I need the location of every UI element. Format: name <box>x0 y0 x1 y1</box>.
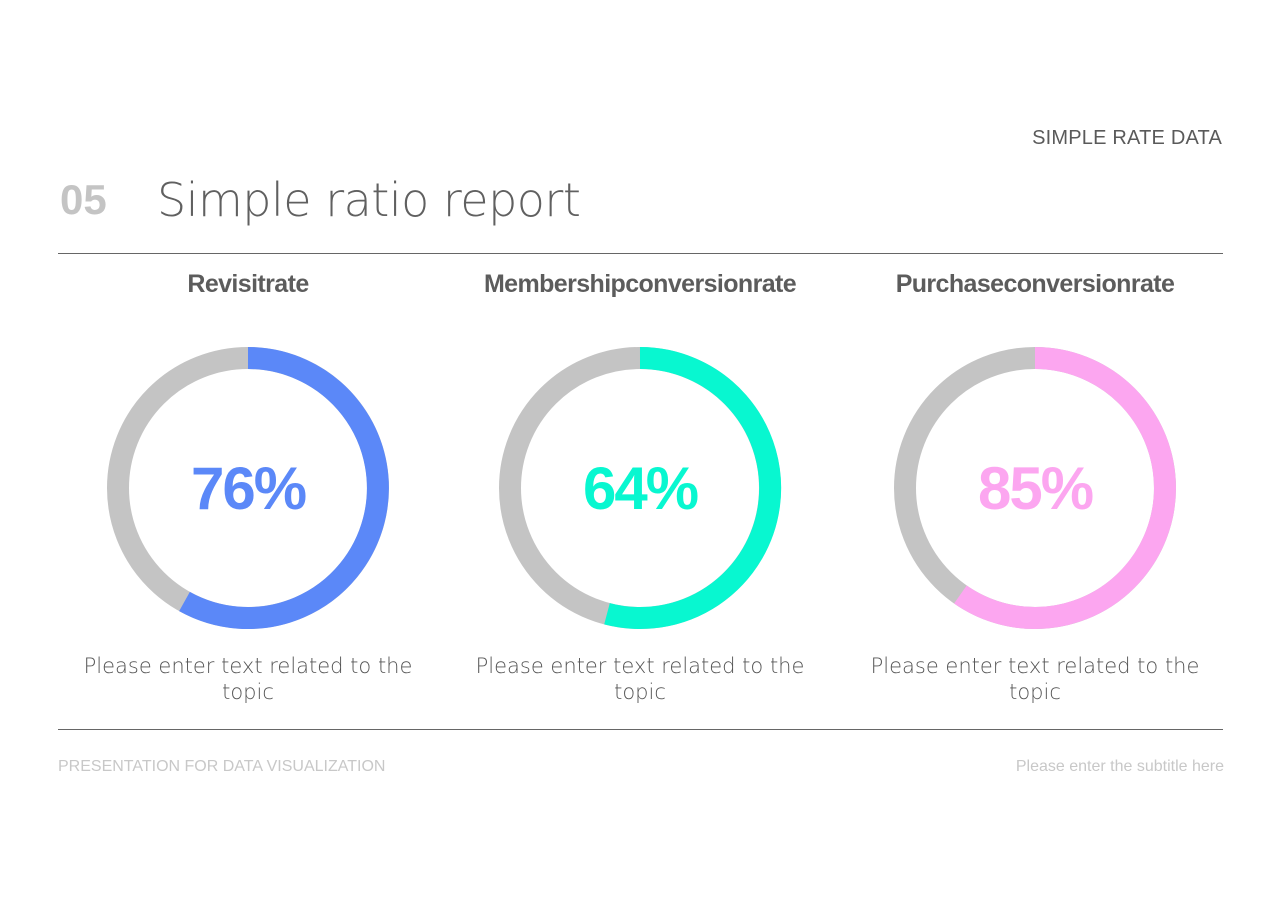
chart-description: Please enter text related to the topic <box>475 654 805 704</box>
page-title: Simple ratio report <box>157 173 581 227</box>
donut-chart: 76% <box>106 346 390 630</box>
percent-value: 85% <box>977 455 1094 522</box>
bottom-divider <box>58 729 1223 730</box>
donut-arc <box>954 347 1176 629</box>
footer-subtitle: Please enter the subtitle here <box>1015 758 1224 775</box>
chart-description: Please enter text related to the topic <box>870 654 1200 704</box>
donut-chart: 64% <box>498 346 782 630</box>
donut-arc <box>179 347 389 629</box>
chart-card-revisit: Revisitrate 76% Please enter text relate… <box>78 270 418 705</box>
donut-svg <box>894 347 1176 629</box>
header-tag: SIMPLE RATE DATA <box>1032 127 1222 149</box>
percent-value: 76% <box>190 455 307 522</box>
chart-card-purchase: Purchaseconversionrate 85% Please enter … <box>865 270 1205 705</box>
donut-arc <box>604 347 782 629</box>
chart-title: Membershipconversionrate <box>483 270 797 298</box>
section-number: 05 <box>60 176 107 223</box>
chart-description: Please enter text related to the topic <box>83 654 413 704</box>
chart-card-membership: Membershipconversionrate 64% Please ente… <box>470 270 810 705</box>
donut-chart: 85% <box>893 346 1177 630</box>
percent-value: 64% <box>582 455 699 522</box>
chart-title: Revisitrate <box>187 270 309 298</box>
donut-svg <box>499 347 782 629</box>
footer-left-text: PRESENTATION FOR DATA VISUALIZATION <box>58 758 386 775</box>
donut-svg <box>107 347 389 629</box>
chart-title: Purchaseconversionrate <box>895 270 1175 298</box>
top-divider <box>58 253 1223 254</box>
